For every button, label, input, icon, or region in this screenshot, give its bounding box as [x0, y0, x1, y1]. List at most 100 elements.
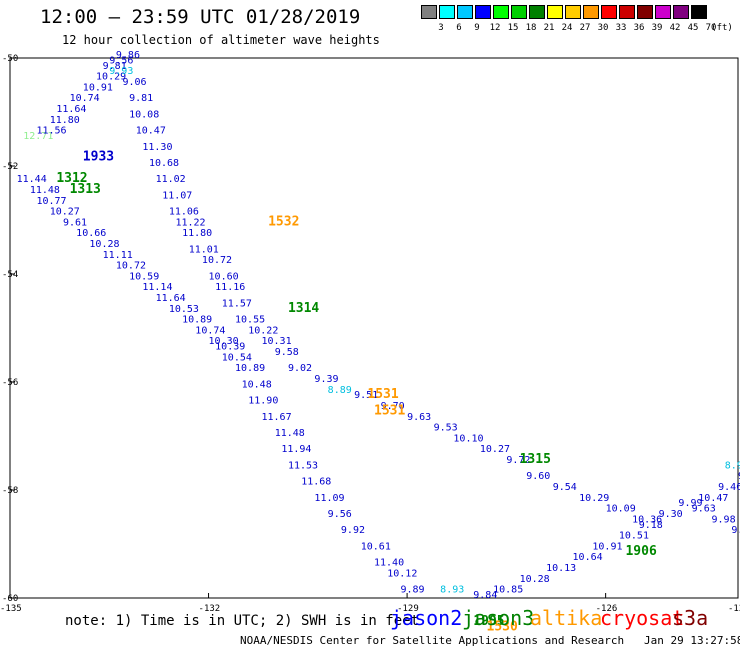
wave-height-point: 9.92: [341, 525, 365, 536]
x-tick-label: -124: [728, 604, 740, 614]
wave-height-point: 11.30: [142, 142, 172, 153]
colorbar-label: 24: [561, 23, 573, 33]
wave-height-point: 10.91: [592, 541, 622, 552]
y-tick-label: -52: [2, 162, 18, 172]
wave-height-point: 10.91: [83, 82, 113, 93]
wave-height-point: 10.13: [546, 563, 576, 574]
wave-height-point: 11.56: [36, 126, 66, 137]
wave-height-point: 9.98: [712, 514, 736, 525]
colorbar-label: 42: [669, 23, 681, 33]
wave-height-point: 9.84: [473, 590, 497, 601]
wave-height-point: 9.39: [314, 374, 338, 385]
colorbar-swatch: [475, 5, 491, 19]
wave-height-point: 9.60: [526, 471, 550, 482]
wave-height-point: 9.63: [692, 504, 716, 515]
wave-height-point: 11.40: [374, 558, 404, 569]
wave-height-point: 11.80: [182, 228, 212, 239]
colorbar-swatch: [547, 5, 563, 19]
wave-height-point: 10.47: [698, 493, 728, 504]
wave-height-point: 11.67: [261, 412, 291, 423]
wave-height-point: 9.58: [275, 347, 299, 358]
x-tick-label: -132: [199, 604, 221, 614]
colorbar-unit: (ft): [711, 23, 733, 33]
wave-height-point: 11.48: [30, 185, 60, 196]
wave-height-point: 11.01: [189, 244, 219, 255]
colorbar-label: 21: [543, 23, 555, 33]
satellite-legend-altika: altika: [530, 606, 603, 630]
wave-height-point: 11.14: [142, 282, 172, 293]
colorbar-label: 15: [507, 23, 519, 33]
plot-frame: [9, 57, 739, 599]
wave-height-point: 10.60: [209, 271, 239, 282]
wave-height-point: 10.72: [202, 255, 232, 266]
colorbar-swatch: [421, 5, 437, 19]
pass-time-label: 1905: [473, 614, 504, 629]
wave-height-point: 10.29: [96, 72, 126, 83]
wave-height-point: 8.96: [725, 460, 740, 471]
footer-note: note: 1) Time is in UTC; 2) SWH is in fe…: [65, 613, 420, 629]
wave-height-point: 9.46: [718, 482, 740, 493]
y-tick-label: -56: [2, 378, 18, 388]
y-tick-label: -54: [2, 270, 18, 280]
satellite-legend-jason2: jason2: [390, 606, 463, 630]
y-tick-label: -60: [2, 594, 18, 604]
colorbar-label: 33: [615, 23, 627, 33]
wave-height-point: 10.29: [579, 493, 609, 504]
colorbar-swatch: [529, 5, 545, 19]
wave-height-point: 10.27: [480, 444, 510, 455]
colorbar-swatch: [619, 5, 635, 19]
colorbar-label: 39: [651, 23, 663, 33]
colorbar-swatch: [637, 5, 653, 19]
wave-height-point: 11.09: [314, 493, 344, 504]
wave-height-point: 9.93: [109, 66, 133, 77]
pass-time-label: 1933: [83, 150, 114, 165]
wave-height-point: 10.22: [248, 325, 278, 336]
colorbar-swatch: [601, 5, 617, 19]
wave-height-point: 10.36: [632, 514, 662, 525]
wave-height-point: 10.53: [169, 304, 199, 315]
wave-height-point: 10.10: [453, 433, 483, 444]
pass-time-label: 1532: [268, 214, 299, 229]
colorbar-swatch: [565, 5, 581, 19]
wave-height-point: 9.81: [129, 93, 153, 104]
wave-height-point: 9.56: [328, 509, 352, 520]
wave-height-point: 9.72: [506, 455, 530, 466]
colorbar-swatch: [583, 5, 599, 19]
colorbar-label: 12: [489, 23, 501, 33]
wave-height-point: 11.64: [56, 104, 86, 115]
wave-height-point: 9.99: [678, 498, 702, 509]
wave-height-point: 11.22: [175, 217, 205, 228]
wave-height-point: 10.28: [89, 239, 119, 250]
wave-height-point: 9.12: [738, 471, 740, 482]
colorbar-swatch: [673, 5, 689, 19]
colorbar-label: 30: [597, 23, 609, 33]
wave-height-point: 10.39: [215, 342, 245, 353]
wave-height-point: 11.80: [50, 115, 80, 126]
wave-height-point: 11.44: [17, 174, 47, 185]
colorbar-label: 3: [438, 23, 444, 33]
wave-height-point: 9.50: [731, 525, 740, 536]
wave-height-point: 10.51: [619, 531, 649, 542]
pass-time-label: 1906: [625, 544, 656, 559]
wave-height-point: 9.70: [381, 401, 405, 412]
pass-time-label: 1313: [70, 182, 101, 197]
wave-height-point: 10.61: [361, 541, 391, 552]
pass-time-label: 1314: [288, 301, 319, 316]
wave-height-point: 10.74: [195, 325, 225, 336]
chart-subtitle: 12 hour collection of altimeter wave hei…: [62, 33, 380, 47]
wave-height-point: 10.31: [261, 336, 291, 347]
wave-height-point: 11.94: [281, 444, 311, 455]
colorbar-label: 6: [456, 23, 462, 33]
satellite-legend-cryosat: cryosat: [600, 606, 685, 630]
wave-height-point: 10.74: [70, 93, 100, 104]
satellite-legend-jason3: jason3: [462, 606, 535, 630]
wave-height-point: 9.86: [116, 50, 140, 61]
wave-height-point: 8.93: [440, 585, 464, 596]
wave-height-point: 9.54: [553, 482, 577, 493]
colorbar-swatch: [439, 5, 455, 19]
wave-height-point: 10.48: [242, 379, 272, 390]
wave-height-point: 10.55: [235, 315, 265, 326]
wave-height-point: 10.30: [209, 336, 239, 347]
